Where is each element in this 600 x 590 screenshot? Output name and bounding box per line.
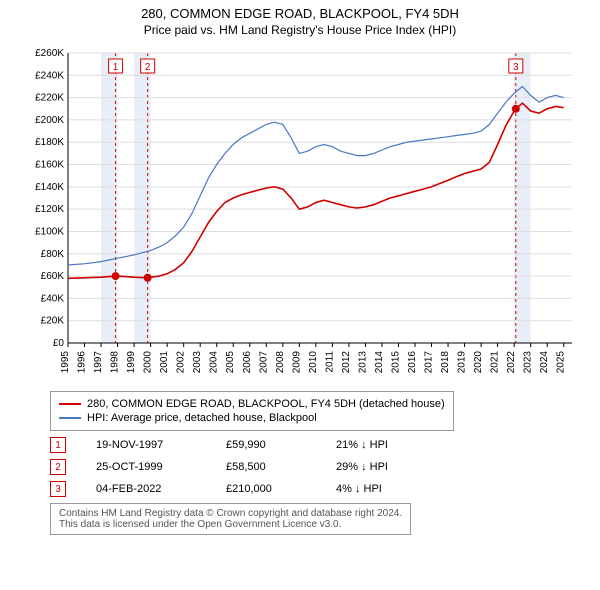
svg-text:1995: 1995 <box>60 351 71 374</box>
svg-text:£80K: £80K <box>41 249 65 260</box>
legend-item: 280, COMMON EDGE ROAD, BLACKPOOL, FY4 5D… <box>59 398 445 410</box>
chart-title: 280, COMMON EDGE ROAD, BLACKPOOL, FY4 5D… <box>0 6 600 21</box>
sale-date: 25-OCT-1999 <box>96 461 196 473</box>
sale-diff: 4% ↓ HPI <box>336 483 426 495</box>
svg-text:2019: 2019 <box>457 351 468 374</box>
svg-text:2007: 2007 <box>258 351 269 374</box>
svg-text:£120K: £120K <box>35 204 64 215</box>
svg-text:2014: 2014 <box>374 351 385 374</box>
svg-text:2024: 2024 <box>539 351 550 374</box>
attribution-line: This data is licensed under the Open Gov… <box>59 519 402 530</box>
svg-text:1996: 1996 <box>77 351 88 374</box>
sale-marker: 1 <box>50 437 66 453</box>
svg-text:2011: 2011 <box>324 351 335 373</box>
svg-text:2009: 2009 <box>291 351 302 374</box>
sale-row: 2 25-OCT-1999 £58,500 29% ↓ HPI <box>50 459 580 475</box>
chart-area: 1 2 3 £0 £20K £40K £60K £80K £100K £120K £140K £160… <box>20 43 580 383</box>
svg-text:2006: 2006 <box>242 351 253 374</box>
sale-row: 3 04-FEB-2022 £210,000 4% ↓ HPI <box>50 481 580 497</box>
legend-swatch <box>59 417 81 419</box>
sales-table: 1 19-NOV-1997 £59,990 21% ↓ HPI 2 25-OCT-1999… <box>50 437 580 497</box>
svg-text:1: 1 <box>113 62 119 73</box>
svg-text:2022: 2022 <box>506 351 517 374</box>
svg-text:2021: 2021 <box>490 351 501 374</box>
svg-text:£160K: £160K <box>35 160 64 171</box>
svg-text:2012: 2012 <box>341 351 352 374</box>
sale-diff: 29% ↓ HPI <box>336 461 426 473</box>
svg-text:2001: 2001 <box>159 351 170 374</box>
svg-text:2016: 2016 <box>407 351 418 374</box>
svg-text:1998: 1998 <box>110 351 121 374</box>
legend-label: HPI: Average price, detached house, Blac… <box>87 412 317 424</box>
svg-text:2004: 2004 <box>209 351 220 374</box>
svg-text:£240K: £240K <box>35 70 64 81</box>
svg-text:3: 3 <box>513 62 519 73</box>
svg-text:£180K: £180K <box>35 137 64 148</box>
svg-text:£200K: £200K <box>35 115 64 126</box>
svg-text:2025: 2025 <box>556 351 567 374</box>
sale-price: £59,990 <box>226 439 306 451</box>
sale-marker: 3 <box>50 481 66 497</box>
svg-text:2005: 2005 <box>225 351 236 374</box>
legend-swatch <box>59 403 81 405</box>
svg-text:£260K: £260K <box>35 48 64 59</box>
svg-text:£40K: £40K <box>41 293 65 304</box>
svg-text:2008: 2008 <box>275 351 286 374</box>
svg-text:2013: 2013 <box>357 351 368 374</box>
svg-text:£220K: £220K <box>35 93 64 104</box>
svg-text:2002: 2002 <box>176 351 187 374</box>
svg-text:2003: 2003 <box>192 351 203 374</box>
svg-text:2: 2 <box>145 62 151 73</box>
sale-price: £58,500 <box>226 461 306 473</box>
attribution: Contains HM Land Registry data © Crown c… <box>50 503 411 535</box>
legend-item: HPI: Average price, detached house, Blac… <box>59 412 445 424</box>
sale-marker: 2 <box>50 459 66 475</box>
attribution-line: Contains HM Land Registry data © Crown c… <box>59 508 402 519</box>
sale-diff: 21% ↓ HPI <box>336 439 426 451</box>
svg-text:2020: 2020 <box>473 351 484 374</box>
svg-text:2015: 2015 <box>390 351 401 374</box>
sale-row: 1 19-NOV-1997 £59,990 21% ↓ HPI <box>50 437 580 453</box>
sale-date: 04-FEB-2022 <box>96 483 196 495</box>
svg-text:£0: £0 <box>53 338 65 349</box>
svg-text:2018: 2018 <box>440 351 451 374</box>
svg-text:2017: 2017 <box>424 351 435 374</box>
legend-label: 280, COMMON EDGE ROAD, BLACKPOOL, FY4 5D… <box>87 398 445 410</box>
legend: 280, COMMON EDGE ROAD, BLACKPOOL, FY4 5D… <box>50 391 454 431</box>
svg-text:£100K: £100K <box>35 226 64 237</box>
chart-subtitle: Price paid vs. HM Land Registry's House … <box>0 23 600 37</box>
sale-price: £210,000 <box>226 483 306 495</box>
sale-date: 19-NOV-1997 <box>96 439 196 451</box>
svg-text:2023: 2023 <box>523 351 534 374</box>
svg-text:£60K: £60K <box>41 271 65 282</box>
line-chart: 1 2 3 £0 £20K £40K £60K £80K £100K £120K £140K £160… <box>20 43 580 383</box>
svg-text:2010: 2010 <box>308 351 319 374</box>
svg-text:2000: 2000 <box>143 351 154 374</box>
svg-text:£20K: £20K <box>41 316 65 327</box>
svg-text:£140K: £140K <box>35 182 64 193</box>
svg-text:1999: 1999 <box>126 351 137 374</box>
svg-text:1997: 1997 <box>93 351 104 374</box>
